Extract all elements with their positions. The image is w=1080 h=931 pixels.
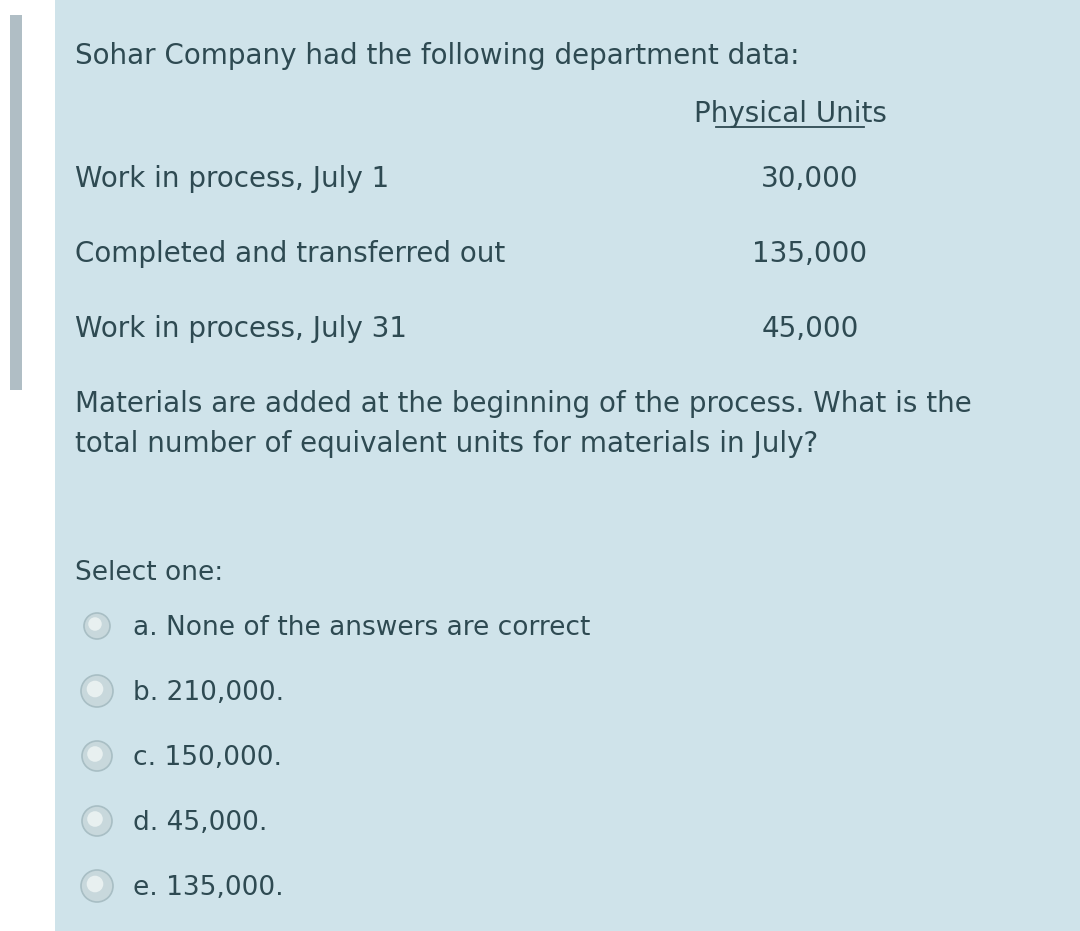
Text: b. 210,000.: b. 210,000. xyxy=(133,680,284,706)
Text: Select one:: Select one: xyxy=(75,560,224,586)
Text: Sohar Company had the following department data:: Sohar Company had the following departme… xyxy=(75,42,799,70)
Text: Work in process, July 1: Work in process, July 1 xyxy=(75,165,389,193)
Circle shape xyxy=(82,741,112,771)
Text: 30,000: 30,000 xyxy=(761,165,859,193)
FancyBboxPatch shape xyxy=(10,15,22,390)
Text: Physical Units: Physical Units xyxy=(693,100,887,128)
Circle shape xyxy=(81,675,113,707)
Text: e. 135,000.: e. 135,000. xyxy=(133,875,284,901)
Circle shape xyxy=(84,613,110,639)
Circle shape xyxy=(87,747,103,762)
Text: Completed and transferred out: Completed and transferred out xyxy=(75,240,505,268)
Circle shape xyxy=(87,811,103,827)
Text: total number of equivalent units for materials in July?: total number of equivalent units for mat… xyxy=(75,430,819,458)
Circle shape xyxy=(81,870,113,902)
Circle shape xyxy=(86,876,104,892)
Text: Materials are added at the beginning of the process. What is the: Materials are added at the beginning of … xyxy=(75,390,972,418)
FancyBboxPatch shape xyxy=(55,0,1080,931)
Text: a. None of the answers are correct: a. None of the answers are correct xyxy=(133,615,591,641)
Circle shape xyxy=(89,617,102,631)
Text: 45,000: 45,000 xyxy=(761,315,859,343)
Text: 135,000: 135,000 xyxy=(753,240,867,268)
Text: c. 150,000.: c. 150,000. xyxy=(133,745,282,771)
Text: Work in process, July 31: Work in process, July 31 xyxy=(75,315,407,343)
Circle shape xyxy=(86,681,104,697)
Circle shape xyxy=(82,806,112,836)
Text: d. 45,000.: d. 45,000. xyxy=(133,810,268,836)
